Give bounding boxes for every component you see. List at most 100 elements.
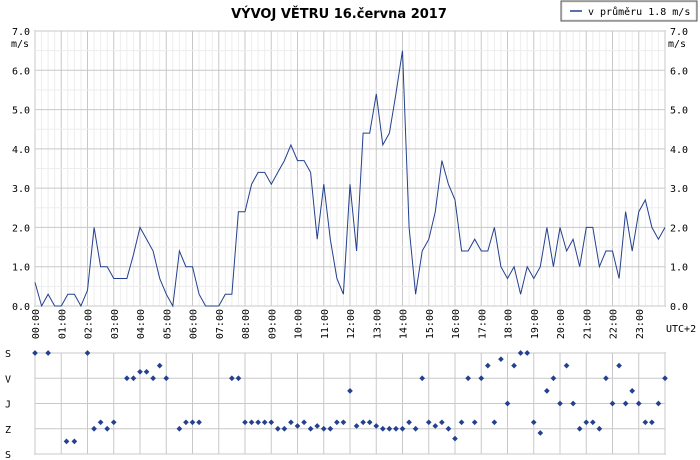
direction-point: [268, 419, 275, 426]
x-tick-label: 08:00: [241, 309, 252, 339]
direction-point: [412, 425, 419, 432]
direction-point: [366, 419, 373, 426]
direction-point: [662, 375, 668, 382]
direction-point: [557, 400, 563, 407]
direction-point: [603, 375, 609, 382]
direction-point: [229, 375, 235, 382]
direction-point: [491, 419, 498, 426]
direction-point: [425, 419, 432, 426]
direction-point: [189, 419, 196, 426]
direction-point: [629, 388, 636, 394]
direction-point: [274, 425, 281, 432]
direction-point: [255, 419, 261, 426]
x-tick-label: 19:00: [530, 309, 541, 339]
direction-point: [301, 419, 307, 426]
direction-point: [616, 362, 622, 369]
direction-point: [110, 419, 117, 426]
y-tick-label-left: 0.0: [12, 302, 30, 313]
direction-point: [379, 425, 386, 432]
direction-label: V: [5, 374, 11, 385]
x-tick-label: 21:00: [582, 309, 593, 339]
direction-point: [544, 388, 550, 394]
x-tick-label: 12:00: [346, 309, 357, 339]
direction-point: [439, 419, 445, 426]
direction-point: [130, 375, 137, 382]
legend: v průměru 1.8 m/s: [560, 0, 698, 22]
x-tick-label: 13:00: [372, 309, 383, 339]
direction-point: [406, 419, 412, 426]
x-tick-label: 14:00: [399, 309, 410, 339]
direction-points: [32, 350, 668, 445]
direction-point: [655, 400, 662, 407]
direction-point: [314, 423, 321, 429]
x-tick-label: 15:00: [425, 309, 436, 339]
x-tick-label: 22:00: [609, 309, 620, 339]
direction-point: [156, 362, 163, 369]
y-tick-label-left: 3.0: [12, 184, 30, 195]
x-tick-label: 17:00: [477, 309, 488, 339]
direction-point: [504, 400, 511, 407]
direction-point: [176, 425, 183, 432]
x-tick-label: 18:00: [504, 309, 515, 339]
direction-point: [484, 362, 491, 369]
direction-point: [97, 419, 104, 426]
direction-point: [471, 419, 478, 426]
direction-point: [393, 425, 399, 432]
wind-direction-plot: S V J Z S: [5, 349, 668, 460]
direction-point: [84, 350, 91, 356]
y-tick-label-right: 0.0: [670, 302, 688, 313]
direction-point: [419, 375, 426, 382]
direction-point: [563, 362, 570, 369]
y-tick-label-right: 5.0: [670, 106, 688, 117]
direction-label: S: [5, 349, 11, 360]
direction-point: [524, 350, 531, 356]
speed-y-ticks-left: 0.0 1.0 2.0 3.0 4.0 5.0 6.0 7.0: [12, 27, 30, 313]
y-tick-label-left: 5.0: [12, 106, 30, 117]
direction-point: [596, 425, 603, 432]
y-tick-label-right: 3.0: [670, 184, 688, 195]
x-tick-label: 16:00: [451, 309, 462, 339]
direction-label: J: [5, 400, 11, 411]
direction-point: [642, 419, 649, 426]
y-tick-label-right: 4.0: [670, 145, 688, 156]
direction-point: [137, 368, 143, 375]
y-tick-label-right: 6.0: [670, 66, 688, 77]
direction-point: [261, 419, 268, 426]
direction-point: [530, 419, 537, 426]
y-tick-label-left: 1.0: [12, 263, 30, 274]
direction-point: [347, 388, 353, 394]
x-tick-label: 01:00: [57, 309, 68, 339]
speed-y-ticks-right: 0.0 1.0 2.0 3.0 4.0 5.0 6.0 7.0: [670, 27, 688, 313]
direction-gridlines: [34, 352, 666, 455]
direction-point: [649, 419, 655, 426]
direction-point: [498, 356, 504, 363]
x-tick-label: 07:00: [215, 309, 226, 339]
direction-point: [589, 419, 596, 426]
direction-point: [307, 425, 314, 432]
wind-speed-plot: 0.0 1.0 2.0 3.0 4.0 5.0 6.0 7.0 0.0 1.0 2.0 3.0 4.0…: [11, 27, 688, 313]
direction-point: [294, 423, 301, 429]
direction-point: [150, 375, 156, 382]
speed-gridlines: [34, 30, 666, 307]
direction-point: [478, 375, 485, 382]
x-tick-label: 00:00: [31, 309, 42, 339]
direction-point: [63, 438, 70, 445]
direction-point: [583, 419, 590, 426]
direction-point: [340, 419, 347, 426]
direction-point: [248, 419, 255, 426]
y-tick-label-right: 1.0: [670, 263, 688, 274]
direction-point: [386, 425, 393, 432]
wind-speed-line: [34, 50, 666, 308]
direction-point: [163, 375, 170, 382]
direction-point: [183, 419, 189, 426]
direction-point: [373, 423, 380, 429]
x-tick-label: 05:00: [162, 309, 173, 339]
direction-point: [609, 400, 616, 407]
direction-label: S: [5, 450, 11, 460]
direction-point: [196, 419, 202, 426]
direction-point: [622, 400, 629, 407]
y-tick-label-right: 7.0: [670, 27, 688, 38]
direction-point: [242, 419, 248, 426]
direction-point: [570, 400, 576, 407]
